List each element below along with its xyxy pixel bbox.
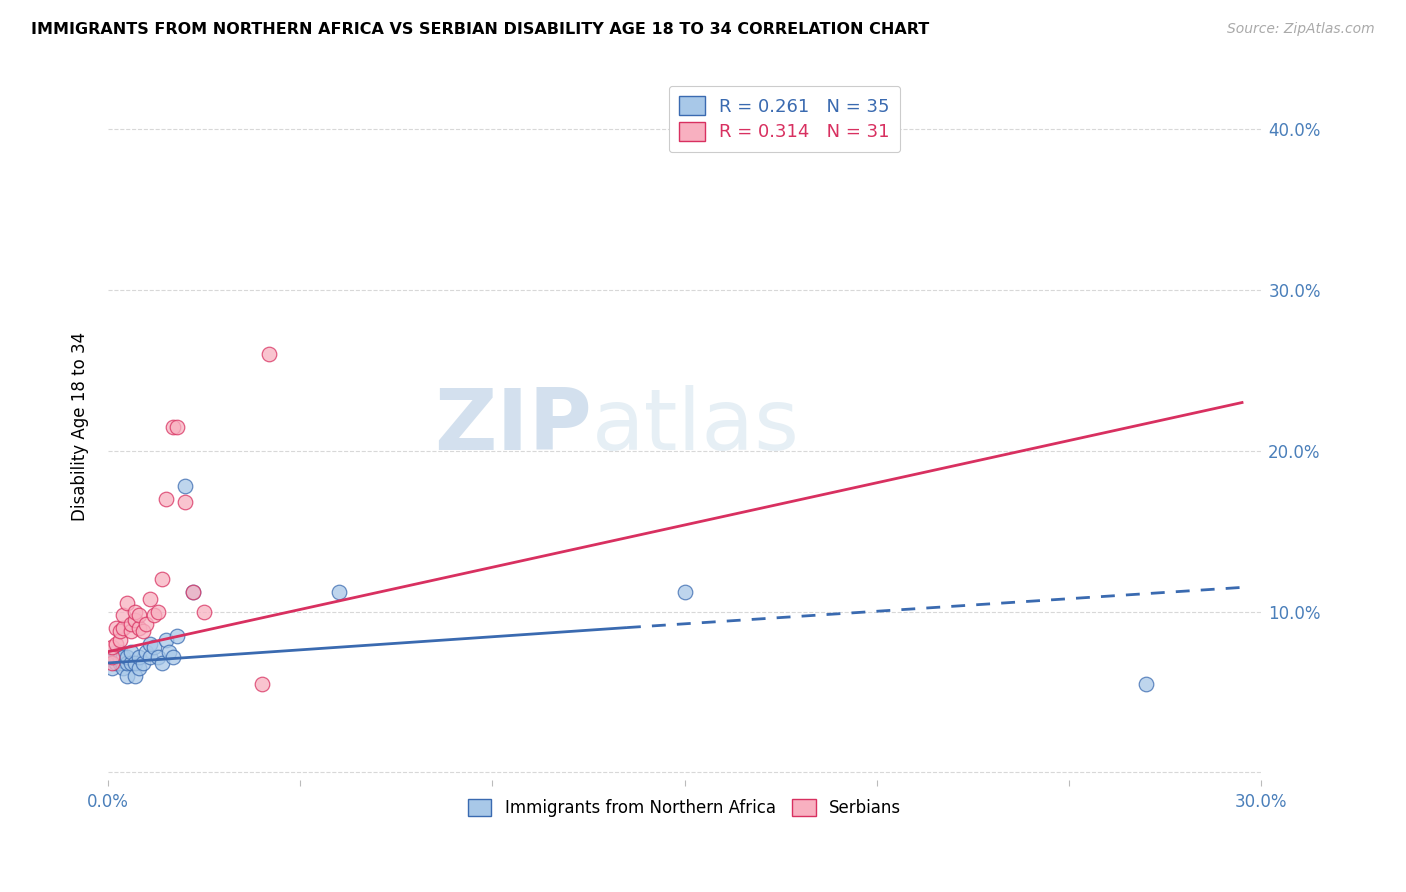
Point xyxy=(135,645,157,659)
Point xyxy=(181,585,204,599)
Point xyxy=(112,621,135,635)
Point xyxy=(143,640,166,654)
Point xyxy=(139,637,162,651)
Point xyxy=(673,103,696,117)
Point xyxy=(115,597,138,611)
Point xyxy=(162,649,184,664)
Point xyxy=(112,607,135,622)
Point xyxy=(166,629,188,643)
Point xyxy=(128,661,150,675)
Point xyxy=(128,649,150,664)
Point xyxy=(101,649,124,664)
Point xyxy=(328,585,350,599)
Point xyxy=(124,613,146,627)
Point xyxy=(1135,677,1157,691)
Point xyxy=(139,591,162,606)
Point xyxy=(155,633,177,648)
Point xyxy=(104,621,127,635)
Point xyxy=(162,419,184,434)
Point xyxy=(104,645,127,659)
Point xyxy=(128,607,150,622)
Point xyxy=(150,573,173,587)
Point xyxy=(115,656,138,670)
Y-axis label: Disability Age 18 to 34: Disability Age 18 to 34 xyxy=(72,332,89,521)
Legend: Immigrants from Northern Africa, Serbians: Immigrants from Northern Africa, Serbian… xyxy=(460,790,910,825)
Point xyxy=(101,640,124,654)
Point xyxy=(101,653,124,667)
Point xyxy=(124,656,146,670)
Point xyxy=(146,605,169,619)
Point xyxy=(104,649,127,664)
Point xyxy=(181,585,204,599)
Point xyxy=(131,624,153,638)
Point xyxy=(108,624,131,638)
Point xyxy=(120,617,142,632)
Point xyxy=(108,645,131,659)
Text: IMMIGRANTS FROM NORTHERN AFRICA VS SERBIAN DISABILITY AGE 18 TO 34 CORRELATION C: IMMIGRANTS FROM NORTHERN AFRICA VS SERBI… xyxy=(31,22,929,37)
Point xyxy=(166,419,188,434)
Point xyxy=(150,656,173,670)
Point xyxy=(155,491,177,506)
Text: atlas: atlas xyxy=(592,385,800,468)
Point xyxy=(112,649,135,664)
Point xyxy=(101,661,124,675)
Point xyxy=(120,624,142,638)
Point xyxy=(131,656,153,670)
Point xyxy=(128,621,150,635)
Point xyxy=(101,656,124,670)
Point xyxy=(146,649,169,664)
Point xyxy=(143,607,166,622)
Point xyxy=(193,605,215,619)
Point xyxy=(115,669,138,683)
Point xyxy=(139,649,162,664)
Point xyxy=(112,661,135,675)
Point xyxy=(115,649,138,664)
Point xyxy=(108,633,131,648)
Point xyxy=(173,479,195,493)
Point xyxy=(135,617,157,632)
Text: ZIP: ZIP xyxy=(434,385,592,468)
Point xyxy=(120,645,142,659)
Point xyxy=(108,653,131,667)
Point xyxy=(250,677,273,691)
Point xyxy=(259,347,281,361)
Point xyxy=(104,637,127,651)
Point xyxy=(124,669,146,683)
Point xyxy=(673,585,696,599)
Point xyxy=(159,645,181,659)
Point xyxy=(124,605,146,619)
Text: Source: ZipAtlas.com: Source: ZipAtlas.com xyxy=(1227,22,1375,37)
Point xyxy=(104,656,127,670)
Point xyxy=(173,495,195,509)
Point xyxy=(108,656,131,670)
Point xyxy=(120,656,142,670)
